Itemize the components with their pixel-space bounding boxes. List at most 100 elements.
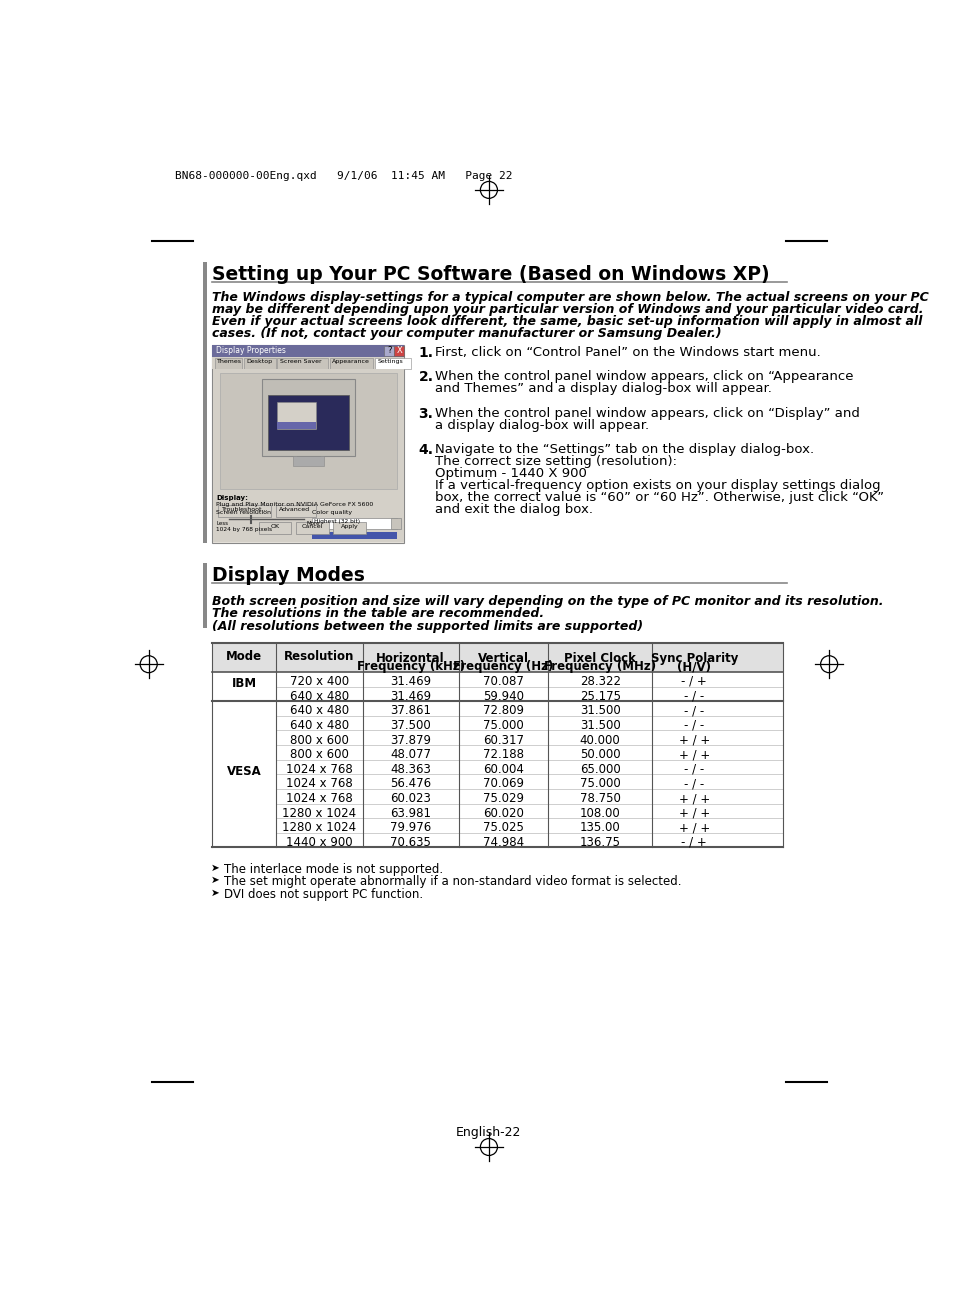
Text: Pixel Clock: Pixel Clock xyxy=(563,651,636,664)
Text: OK: OK xyxy=(271,524,279,529)
Bar xyxy=(333,521,365,534)
Text: 1440 x 900: 1440 x 900 xyxy=(286,836,353,850)
Text: 108.00: 108.00 xyxy=(579,806,619,819)
Text: 31.500: 31.500 xyxy=(579,704,619,717)
Text: Mode: Mode xyxy=(226,650,262,663)
Text: ➤: ➤ xyxy=(211,876,219,885)
Bar xyxy=(203,562,207,592)
Bar xyxy=(212,345,404,357)
Text: - / -: - / - xyxy=(683,777,703,790)
Text: 72.809: 72.809 xyxy=(482,704,523,717)
Text: 48.077: 48.077 xyxy=(390,748,431,762)
Text: 60.023: 60.023 xyxy=(390,792,431,805)
Text: 800 x 600: 800 x 600 xyxy=(290,748,348,762)
Text: ➤: ➤ xyxy=(211,888,219,898)
Text: (All resolutions between the supported limits are supported): (All resolutions between the supported l… xyxy=(212,620,642,633)
Text: The Windows display-settings for a typical computer are shown below. The actual : The Windows display-settings for a typic… xyxy=(212,290,928,303)
Text: 1024 x 768: 1024 x 768 xyxy=(286,777,353,790)
Bar xyxy=(275,504,315,517)
Text: - / -: - / - xyxy=(683,689,703,702)
Text: Frequency (kHz): Frequency (kHz) xyxy=(356,660,464,674)
Text: 48.363: 48.363 xyxy=(390,763,431,776)
Text: The set might operate abnormally if a non-standard video format is selected.: The set might operate abnormally if a no… xyxy=(224,876,680,888)
Text: 60.317: 60.317 xyxy=(482,734,523,747)
Bar xyxy=(277,357,328,369)
Text: 31.469: 31.469 xyxy=(390,689,431,702)
Bar xyxy=(330,357,373,369)
Text: 75.029: 75.029 xyxy=(482,792,523,805)
Text: 800 x 600: 800 x 600 xyxy=(290,734,348,747)
Text: 40.000: 40.000 xyxy=(579,734,619,747)
Text: First, click on “Control Panel” on the Windows start menu.: First, click on “Control Panel” on the W… xyxy=(435,347,821,360)
Bar xyxy=(312,532,396,540)
Text: - / +: - / + xyxy=(680,675,706,688)
Text: cases. (If not, contact your computer manufacturer or Samsung Dealer.): cases. (If not, contact your computer ma… xyxy=(212,327,721,340)
Text: Advanced: Advanced xyxy=(278,507,310,512)
Text: Color quality: Color quality xyxy=(312,511,352,515)
Text: (H/V): (H/V) xyxy=(677,660,711,674)
Text: 60.020: 60.020 xyxy=(482,806,523,819)
Bar xyxy=(212,642,781,672)
Text: 640 x 480: 640 x 480 xyxy=(290,720,349,731)
Text: Cancel: Cancel xyxy=(301,524,322,529)
Text: 3.: 3. xyxy=(418,407,433,420)
Bar xyxy=(295,521,328,534)
Text: ?: ? xyxy=(387,347,392,356)
Bar xyxy=(293,457,323,466)
Text: 50.000: 50.000 xyxy=(579,748,619,762)
Text: Display Properties: Display Properties xyxy=(216,347,286,356)
Text: + / +: + / + xyxy=(678,822,709,834)
Bar xyxy=(214,357,242,369)
Bar xyxy=(277,423,315,429)
Text: 1.: 1. xyxy=(418,347,433,360)
Text: Screen resolution: Screen resolution xyxy=(216,511,271,515)
Text: 37.861: 37.861 xyxy=(390,704,431,717)
Text: When the control panel window appears, click on “Display” and: When the control panel window appears, c… xyxy=(435,407,860,420)
Text: 75.025: 75.025 xyxy=(482,822,523,834)
Text: 70.069: 70.069 xyxy=(482,777,523,790)
Text: box, the correct value is “60” or “60 Hz”. Otherwise, just click “OK”: box, the correct value is “60” or “60 Hz… xyxy=(435,491,883,504)
Text: 60.004: 60.004 xyxy=(482,763,523,776)
Text: Horizontal: Horizontal xyxy=(375,651,444,664)
Text: DVI does not support PC function.: DVI does not support PC function. xyxy=(224,888,422,901)
Text: 4.: 4. xyxy=(418,442,433,457)
Text: 1024 x 768: 1024 x 768 xyxy=(286,792,353,805)
Text: 65.000: 65.000 xyxy=(579,763,619,776)
Text: 63.981: 63.981 xyxy=(390,806,431,819)
Text: + / +: + / + xyxy=(678,748,709,762)
Text: Even if your actual screens look different, the same, basic set-up information w: Even if your actual screens look differe… xyxy=(212,315,922,328)
Text: 28.322: 28.322 xyxy=(579,675,620,688)
Text: 136.75: 136.75 xyxy=(579,836,620,850)
Text: Both screen position and size will vary depending on the type of PC monitor and : Both screen position and size will vary … xyxy=(212,595,882,608)
Text: 72.188: 72.188 xyxy=(482,748,523,762)
Text: Optimum - 1440 X 900: Optimum - 1440 X 900 xyxy=(435,466,587,479)
Text: 37.879: 37.879 xyxy=(390,734,431,747)
Text: 78.750: 78.750 xyxy=(579,792,619,805)
Text: 74.984: 74.984 xyxy=(482,836,523,850)
Bar xyxy=(203,591,207,628)
Text: BN68-000000-00Eng.qxd   9/1/06  11:45 AM   Page 22: BN68-000000-00Eng.qxd 9/1/06 11:45 AM Pa… xyxy=(174,172,512,181)
Text: Troubleshoot...: Troubleshoot... xyxy=(221,507,268,512)
Bar xyxy=(244,357,275,369)
Text: Navigate to the “Settings” tab on the display dialog-box.: Navigate to the “Settings” tab on the di… xyxy=(435,442,814,456)
Text: 37.500: 37.500 xyxy=(390,720,431,731)
Text: - / +: - / + xyxy=(680,836,706,850)
Text: The correct size setting (resolution):: The correct size setting (resolution): xyxy=(435,454,677,467)
Text: + / +: + / + xyxy=(678,734,709,747)
Text: When the control panel window appears, click on “Appearance: When the control panel window appears, c… xyxy=(435,370,853,383)
Text: Frequency (MHz): Frequency (MHz) xyxy=(543,660,656,674)
Text: English-22: English-22 xyxy=(456,1127,521,1140)
Text: 1280 x 1024: 1280 x 1024 xyxy=(282,822,355,834)
Text: X: X xyxy=(396,347,402,356)
Text: Apply: Apply xyxy=(340,524,358,529)
Text: Sync Polarity: Sync Polarity xyxy=(650,651,738,664)
Text: a display dialog-box will appear.: a display dialog-box will appear. xyxy=(435,419,649,432)
Text: VESA: VESA xyxy=(227,764,261,777)
Bar xyxy=(277,402,315,429)
Text: may be different depending upon your particular version of Windows and your part: may be different depending upon your par… xyxy=(212,303,923,315)
Text: Vertical: Vertical xyxy=(477,651,528,664)
Bar xyxy=(212,345,404,544)
Text: - / -: - / - xyxy=(683,704,703,717)
Text: Settings: Settings xyxy=(377,360,403,364)
Bar xyxy=(384,347,394,356)
